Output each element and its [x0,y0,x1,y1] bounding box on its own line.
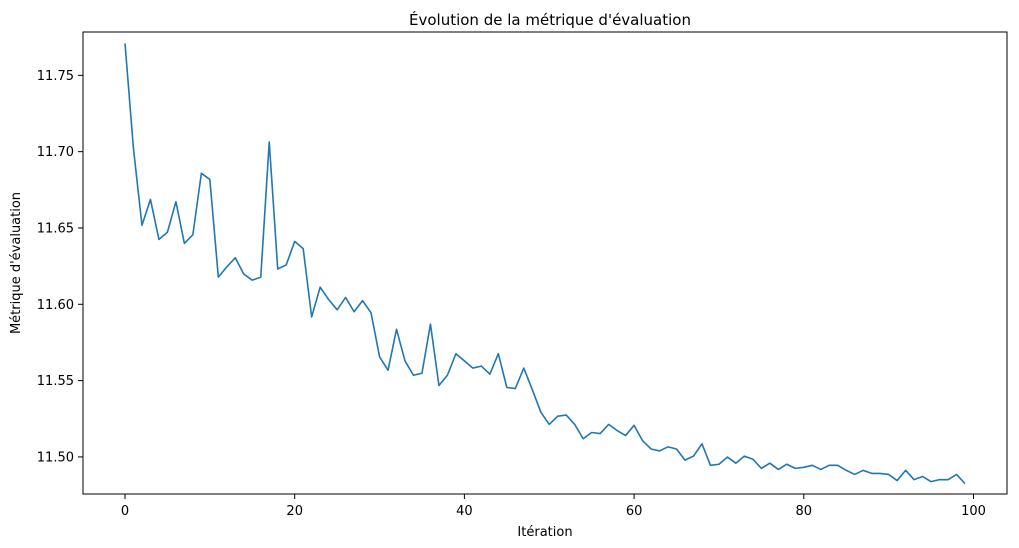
x-tick-label: 80 [796,504,813,519]
x-axis: 0 20 40 60 80 100 [121,494,986,519]
x-tick-label: 20 [286,504,303,519]
x-tick-label: 60 [626,504,643,519]
y-axis-label: Métrique d'évaluation [9,192,24,334]
series-group [124,43,966,485]
y-tick-label: 11.70 [37,145,74,160]
y-tick-label: 11.75 [37,69,74,84]
x-tick-label: 40 [456,504,473,519]
plot-frame [82,31,1008,495]
x-tick-label: 100 [961,504,986,519]
chart-title: Évolution de la métrique d'évaluation [409,10,691,29]
series-line [124,43,966,485]
y-tick-label: 11.55 [37,374,74,389]
y-tick-label: 11.65 [37,221,74,236]
x-tick-label: 0 [121,504,129,519]
y-axis: 11.50 11.55 11.60 11.65 11.70 11.75 [37,69,83,465]
y-tick-label: 11.60 [37,298,74,313]
x-axis-label: Itération [517,525,572,540]
y-tick-label: 11.50 [37,450,74,465]
